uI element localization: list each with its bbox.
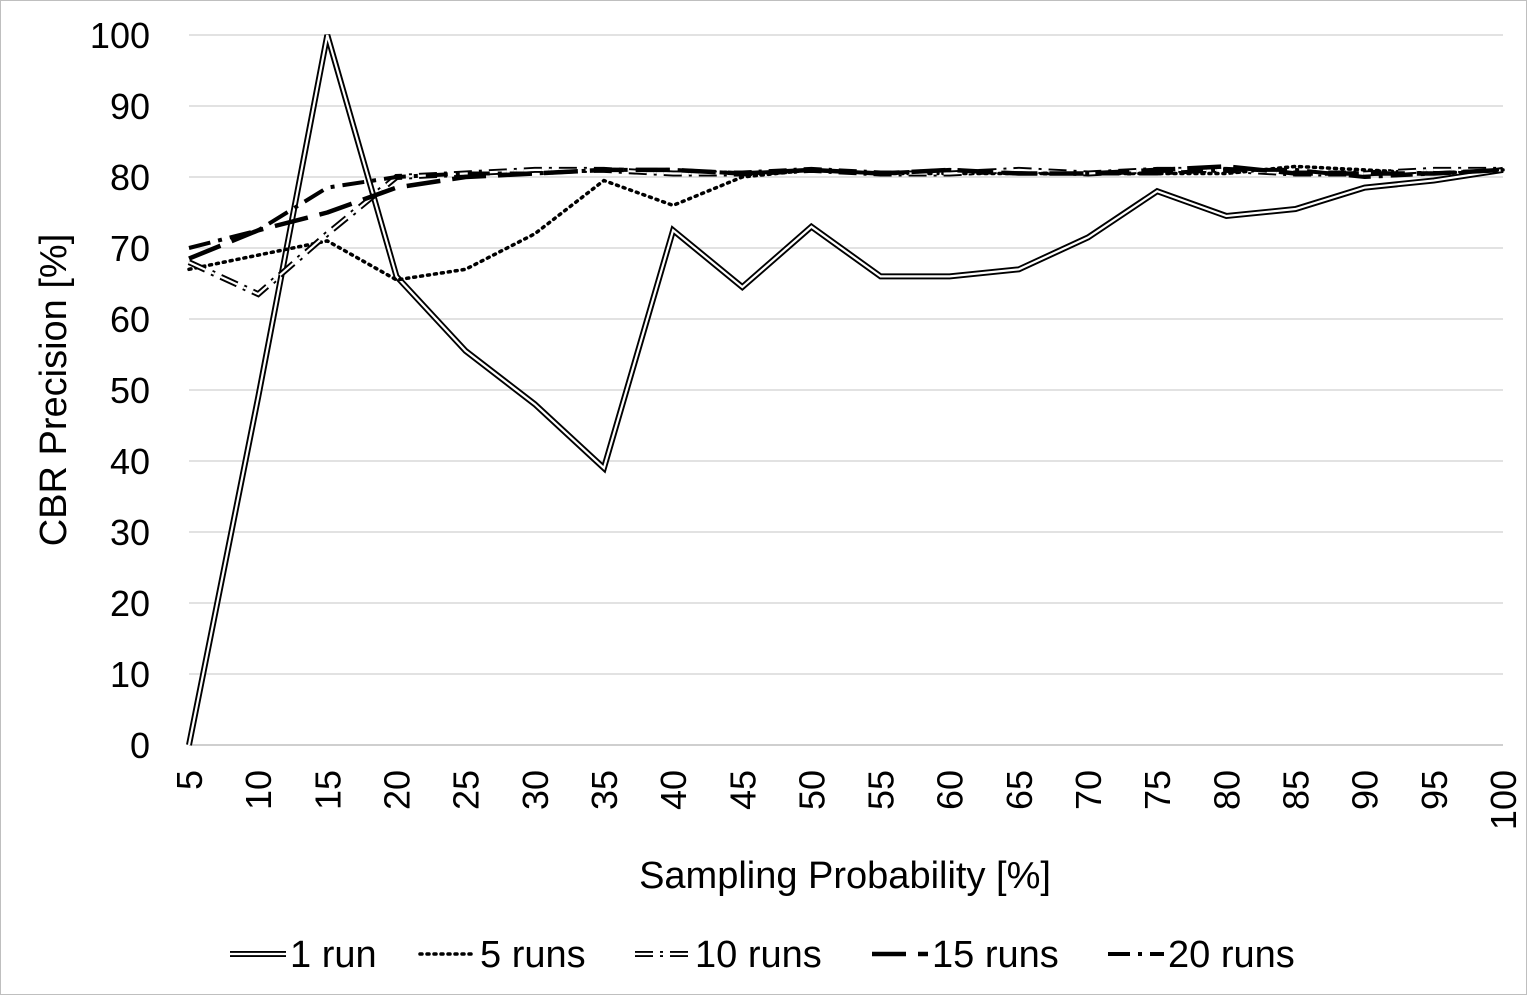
legend: 1 run 5 runs 10 runs 15 runs 20 runs (230, 934, 1295, 976)
y-tick-label: 80 (110, 157, 150, 198)
y-tick-label: 20 (110, 583, 150, 624)
y-tick-label: 70 (110, 228, 150, 269)
x-tick-label: 85 (1276, 770, 1317, 810)
y-tick-label: 0 (130, 725, 150, 766)
x-tick-label: 60 (930, 770, 971, 810)
y-tick-label: 40 (110, 441, 150, 482)
x-tick-label: 20 (376, 770, 417, 810)
x-tick-label: 5 (169, 770, 210, 790)
x-tick-label: 10 (238, 770, 279, 810)
y-axis-title: CBR Precision [%] (33, 234, 75, 547)
series-lines (186, 34, 1505, 746)
y-tick-label: 50 (110, 370, 150, 411)
series-line (188, 167, 1504, 250)
legend-item: 1 run (230, 934, 377, 976)
legend-item: 10 runs (635, 934, 822, 976)
x-tick-label: 65 (999, 770, 1040, 810)
y-tick-label: 60 (110, 299, 150, 340)
legend-item: 15 runs (872, 934, 1059, 976)
y-tick-label: 90 (110, 86, 150, 127)
series-1 (186, 34, 1504, 746)
x-tick-label: 30 (515, 770, 556, 810)
x-tick-label: 40 (653, 770, 694, 810)
legend-label: 10 runs (695, 934, 822, 976)
legend-label: 15 runs (932, 934, 1059, 976)
legend-item: 5 runs (418, 934, 586, 976)
y-tick-label: 10 (110, 654, 150, 695)
y-tick-label: 30 (110, 512, 150, 553)
x-axis-ticks: 5 10 15 20 25 30 35 40 45 50 55 60 65 70 75 80 85 90 95 100 (169, 770, 1524, 830)
x-tick-label: 95 (1414, 770, 1455, 810)
legend-label: 20 runs (1168, 934, 1295, 976)
x-tick-label: 55 (861, 770, 902, 810)
x-tick-label: 90 (1345, 770, 1386, 810)
x-tick-label: 70 (1068, 770, 1109, 810)
x-tick-label: 50 (791, 770, 832, 810)
x-tick-label: 35 (584, 770, 625, 810)
gridlines (189, 34, 1503, 746)
x-tick-label: 15 (307, 770, 348, 810)
x-tick-label: 75 (1137, 770, 1178, 810)
x-tick-label: 25 (446, 770, 487, 810)
legend-item: 20 runs (1108, 934, 1295, 976)
legend-label: 5 runs (480, 934, 586, 976)
x-tick-label: 45 (722, 770, 763, 810)
legend-label: 1 run (290, 934, 377, 976)
x-axis-title: Sampling Probability [%] (639, 855, 1051, 897)
x-tick-label: 80 (1206, 770, 1247, 810)
y-tick-label: 100 (90, 15, 150, 56)
series-line-inner (187, 34, 1504, 746)
series-5 (188, 167, 1504, 250)
x-tick-label: 100 (1483, 770, 1524, 830)
y-axis-ticks: 0 10 20 30 40 50 60 70 80 90 100 (90, 15, 150, 766)
